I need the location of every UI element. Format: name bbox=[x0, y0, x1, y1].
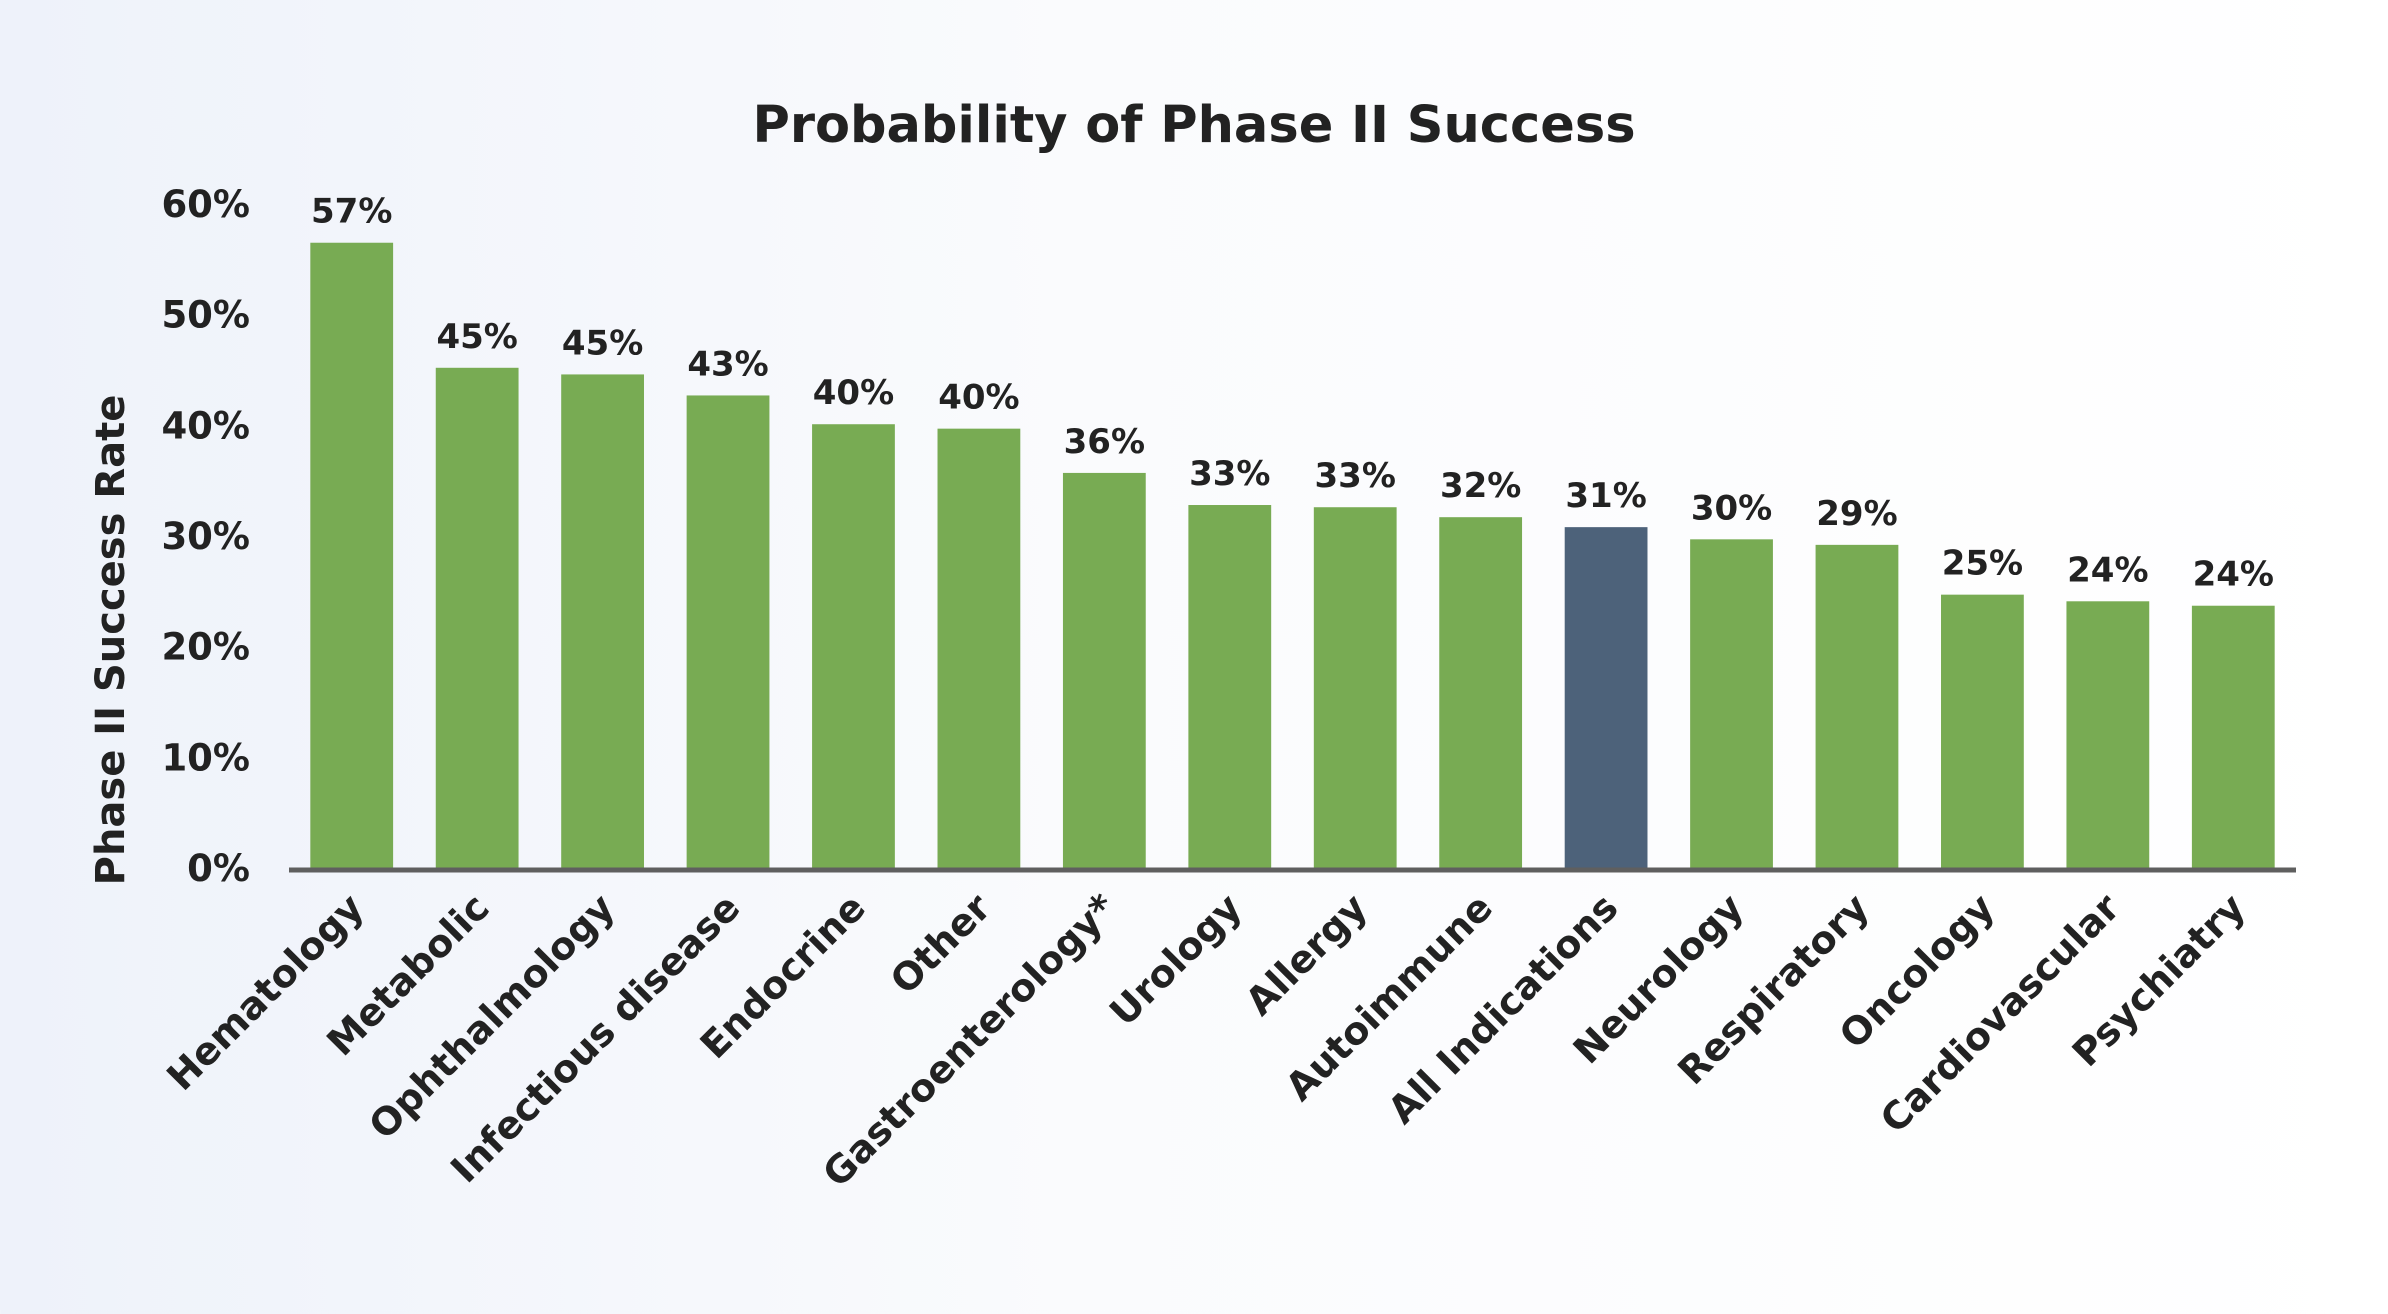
bar-value-label: 30% bbox=[1691, 488, 1772, 528]
bar-value-label: 29% bbox=[1816, 494, 1897, 534]
y-tick-label: 0% bbox=[187, 847, 250, 890]
bar-value-label: 24% bbox=[2193, 555, 2274, 595]
y-tick-label: 20% bbox=[161, 626, 250, 669]
x-tick-label: Hematology bbox=[158, 885, 372, 1099]
bar-value-label: 40% bbox=[813, 373, 894, 413]
x-tick-label: Urology bbox=[1101, 885, 1250, 1034]
y-axis-ticks: 0% 10% 20% 30% 40% 50% 60% bbox=[161, 183, 250, 890]
y-tick-label: 50% bbox=[161, 294, 250, 337]
bar-value-label: 31% bbox=[1565, 476, 1646, 516]
y-tick-label: 60% bbox=[161, 183, 250, 226]
x-tick-label: Ophthalmology bbox=[360, 885, 623, 1148]
bar-value-label: 40% bbox=[938, 378, 1019, 418]
bar-value-label: 24% bbox=[2067, 550, 2148, 590]
bar-value-label: 45% bbox=[436, 317, 517, 357]
x-tick-label: All Indications bbox=[1380, 885, 1627, 1132]
y-tick-label: 30% bbox=[161, 515, 250, 558]
bar-value-label: 45% bbox=[562, 323, 643, 363]
x-tick-label: Other bbox=[882, 885, 1000, 1003]
bar-value-label: 25% bbox=[1942, 544, 2023, 584]
bar-value-label: 57% bbox=[311, 192, 392, 232]
bar bbox=[1314, 507, 1397, 868]
x-axis-ticks: HematologyMetabolicOphthalmologyInfectio… bbox=[158, 885, 2253, 1196]
bar bbox=[1690, 539, 1773, 868]
bar bbox=[436, 368, 519, 868]
bar bbox=[561, 374, 644, 868]
bar bbox=[1816, 545, 1899, 868]
bar bbox=[1565, 527, 1648, 868]
x-tick-label: Cardiovascular bbox=[1872, 885, 2129, 1142]
bar-value-label: 43% bbox=[687, 344, 768, 384]
y-tick-label: 40% bbox=[161, 404, 250, 447]
bar-value-label: 33% bbox=[1315, 456, 1396, 496]
bar-value-label: 33% bbox=[1189, 454, 1270, 494]
bar bbox=[1941, 595, 2024, 868]
y-tick-label: 10% bbox=[161, 736, 250, 779]
bar bbox=[2192, 606, 2275, 868]
bar-value-label: 36% bbox=[1064, 422, 1145, 462]
bar bbox=[1063, 473, 1146, 868]
chart-title: Probability of Phase II Success bbox=[752, 96, 1635, 155]
bar bbox=[812, 424, 895, 868]
bar bbox=[687, 395, 770, 868]
bar bbox=[310, 243, 393, 868]
bar bbox=[938, 429, 1021, 868]
bar bbox=[2066, 601, 2149, 868]
bar-value-label: 32% bbox=[1440, 466, 1521, 506]
bar bbox=[1439, 517, 1522, 868]
bar bbox=[1188, 505, 1271, 868]
y-axis-label: Phase II Success Rate bbox=[88, 395, 134, 886]
